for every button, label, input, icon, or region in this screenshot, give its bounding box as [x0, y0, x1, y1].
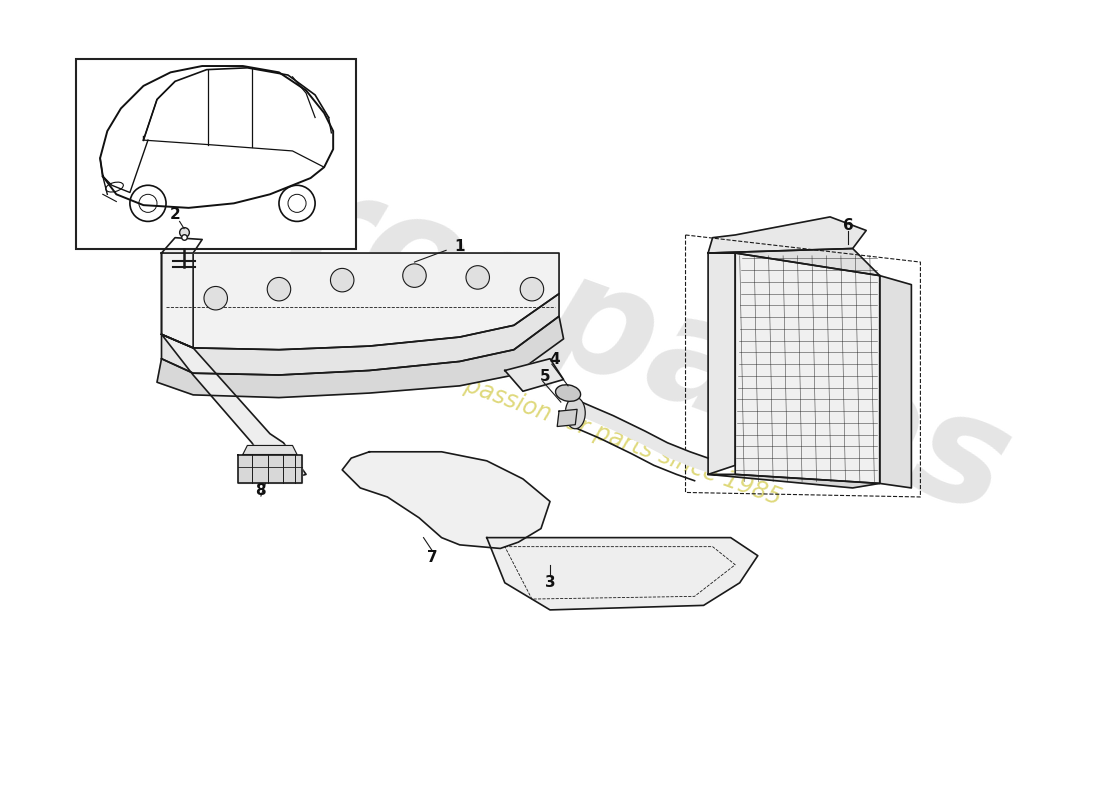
Text: 5: 5	[540, 370, 551, 384]
Ellipse shape	[565, 397, 585, 429]
Circle shape	[520, 278, 543, 301]
Text: 4: 4	[549, 352, 560, 367]
FancyBboxPatch shape	[76, 58, 355, 249]
Polygon shape	[342, 452, 550, 549]
Polygon shape	[708, 217, 866, 253]
Text: eurospares: eurospares	[70, 77, 1030, 547]
Text: 6: 6	[843, 218, 854, 234]
Polygon shape	[487, 538, 758, 610]
Circle shape	[204, 286, 228, 310]
Polygon shape	[558, 410, 578, 426]
Circle shape	[330, 268, 354, 292]
Polygon shape	[735, 253, 880, 483]
Polygon shape	[505, 358, 563, 391]
Polygon shape	[162, 253, 559, 350]
Polygon shape	[708, 249, 880, 276]
Polygon shape	[239, 454, 301, 483]
Text: 3: 3	[544, 575, 556, 590]
Polygon shape	[162, 334, 306, 482]
Polygon shape	[708, 474, 880, 488]
Circle shape	[466, 266, 490, 289]
Polygon shape	[162, 294, 559, 375]
Text: 8: 8	[255, 483, 266, 498]
Text: a passion for parts since 1985: a passion for parts since 1985	[441, 366, 785, 510]
Ellipse shape	[556, 385, 581, 402]
Circle shape	[267, 278, 290, 301]
Polygon shape	[880, 276, 912, 488]
Text: 1: 1	[454, 239, 465, 254]
Circle shape	[403, 264, 426, 287]
Polygon shape	[162, 238, 202, 253]
Polygon shape	[708, 253, 735, 474]
Text: 2: 2	[169, 206, 180, 222]
Polygon shape	[243, 446, 297, 454]
Polygon shape	[157, 316, 563, 398]
Text: 7: 7	[427, 550, 438, 565]
